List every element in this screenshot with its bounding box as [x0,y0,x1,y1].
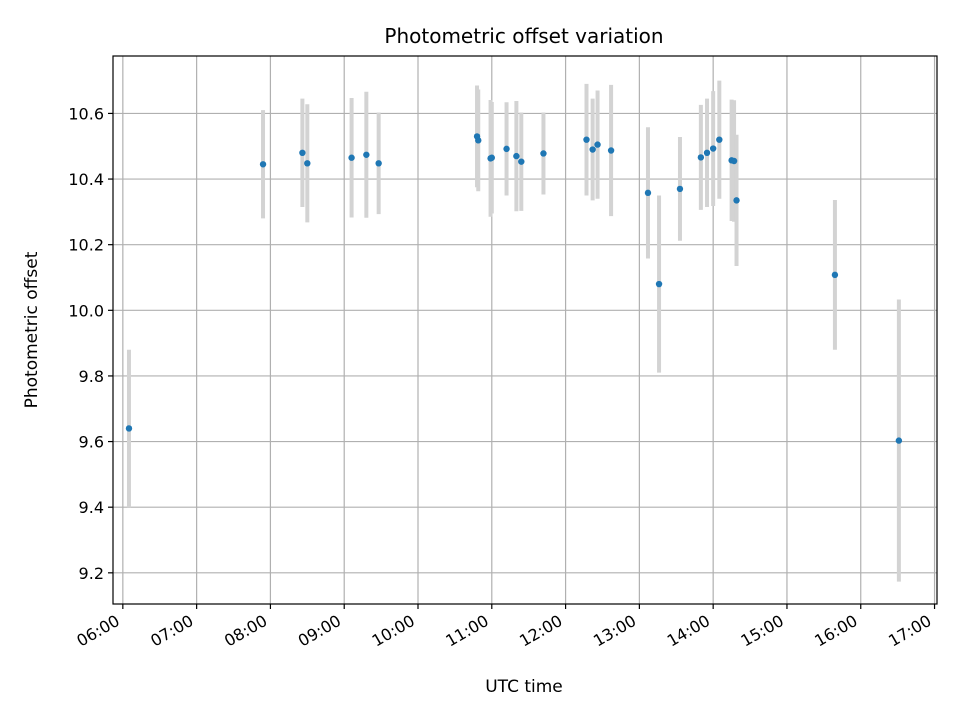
data-point [503,145,510,153]
x-tick-label: 06:00 [73,611,122,651]
y-tick-label: 10.2 [68,236,104,255]
data-point [607,147,615,154]
data-point [831,271,839,279]
data-point [895,437,903,444]
data-point [299,149,306,157]
y-axis-ticks: 9.2 9.4 9.6 9.8 10.0 10.2 10.4 10.6 [68,104,113,583]
y-tick-label: 9.8 [79,367,104,386]
x-tick-label: 12:00 [516,611,565,651]
x-tick-label: 13:00 [590,611,639,651]
data-point [676,185,684,193]
x-tick-label: 14:00 [664,611,713,651]
data-points [125,133,903,444]
data-point [488,154,495,161]
x-tick-label: 10:00 [369,611,418,651]
x-tick-label: 11:00 [442,611,491,651]
data-point [655,280,663,288]
data-point [594,141,601,148]
data-point [703,149,711,157]
data-point [733,197,740,204]
data-point [304,160,311,167]
data-point [589,146,596,153]
data-point [363,151,370,158]
grid [113,56,937,604]
x-tick-label: 15:00 [738,611,787,651]
y-tick-label: 10.0 [68,301,104,320]
data-point [583,136,590,143]
data-point [259,161,267,168]
y-tick-label: 9.2 [79,564,104,583]
data-point [540,150,547,157]
y-axis-label: Photometric offset [22,251,42,408]
x-tick-label: 08:00 [221,611,270,651]
data-point [375,160,382,167]
data-point [513,152,520,160]
data-point [125,425,133,432]
y-tick-label: 9.6 [79,433,104,452]
data-point [697,154,705,161]
data-point [730,157,738,165]
y-tick-label: 10.4 [68,170,104,189]
plot-frame [112,55,938,605]
data-point [475,137,482,144]
x-tick-label: 07:00 [147,611,196,651]
x-tick-label: 09:00 [295,611,344,651]
x-tick-label: 17:00 [885,611,934,651]
x-tick-label: 16:00 [811,611,860,651]
data-point [348,154,355,161]
data-point [644,189,652,197]
x-axis-ticks: 06:00 07:00 08:00 09:00 10:00 11:00 12:00 13:00… [73,604,936,651]
data-point [709,145,717,152]
chart-title: Photometric offset variation [384,24,663,48]
y-tick-label: 9.4 [79,498,104,517]
y-tick-label: 10.6 [68,104,104,123]
data-point [518,158,525,165]
data-point [716,136,723,143]
x-axis-label: UTC time [485,677,563,697]
